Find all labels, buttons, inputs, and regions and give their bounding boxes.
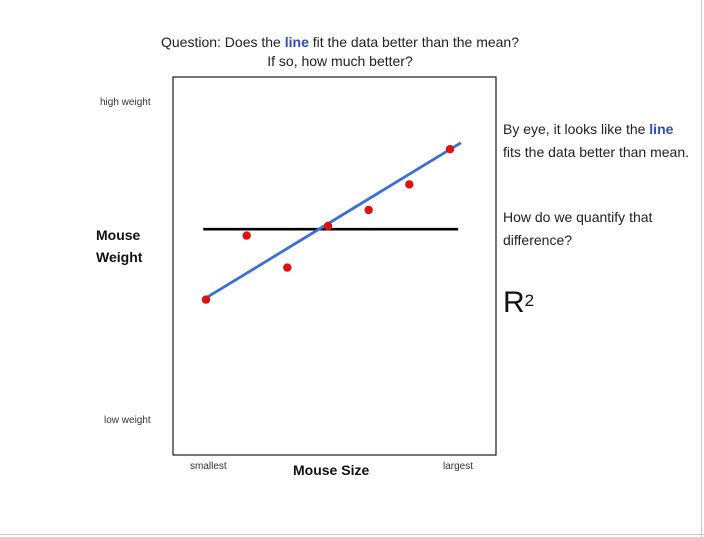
plot-frame [172,76,497,456]
slide-edge-bottom [0,534,704,535]
data-point-6 [405,180,414,189]
data-point-2 [242,231,251,240]
question-line-2: If so, how much better? [267,53,413,69]
side-note-text-start: By eye, it looks like the [503,121,650,137]
data-point-5 [364,205,373,215]
x-axis-label: Mouse Size [293,462,370,478]
y-tick-label-high: high weight [100,97,151,108]
y-axis-label-line-1: Mouse [96,227,141,243]
r-squared-exponent: 2 [524,291,535,310]
side-note-question: How do we quantify that difference? [503,209,653,248]
question-highlight-line: line [284,34,309,50]
x-tick-label-smallest: smallest [190,461,227,472]
chart-marks [201,141,462,304]
question-text-end: fit the data better than the mean? [308,34,520,50]
x-tick-label-largest: largest [443,461,474,472]
slide-edge-right [701,0,702,537]
y-axis-label: Mouse Weight [96,224,142,268]
data-point-3 [283,263,292,272]
question-line-1: Question: Does the line fit the data bet… [0,31,680,53]
data-point-4 [323,221,333,231]
side-note-text-end: fits the data better than mean. [503,144,690,160]
r-squared-symbol: R2 [503,286,534,320]
y-axis-label-line-2: Weight [96,249,143,265]
side-note-highlight-line: line [649,121,674,137]
y-tick-label-low: low weight [104,415,151,426]
fit-line [202,141,462,301]
data-point-7 [445,145,455,154]
r-squared-base: R [503,286,525,319]
data-point-1 [201,295,211,304]
side-note-observation: By eye, it looks like the line fits the … [503,118,693,164]
question-text-start: Question: Does the [160,34,285,50]
